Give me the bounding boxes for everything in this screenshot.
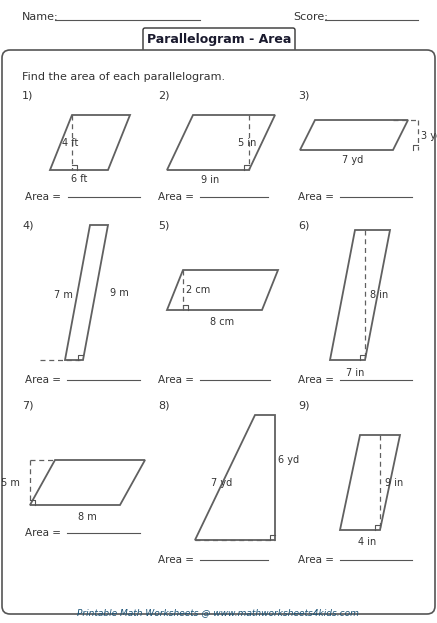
Text: 8): 8) [158, 400, 170, 410]
Text: 5 in: 5 in [238, 138, 257, 148]
Text: 3): 3) [298, 90, 309, 100]
Text: 2): 2) [158, 90, 170, 100]
Text: Area =: Area = [298, 555, 337, 565]
Text: Area =: Area = [25, 375, 64, 385]
Text: 6): 6) [298, 220, 309, 230]
Text: 3 yd: 3 yd [421, 131, 437, 141]
Text: 6 ft: 6 ft [71, 174, 87, 184]
Text: 9 in: 9 in [201, 175, 219, 185]
Text: 7): 7) [22, 400, 34, 410]
Text: 4): 4) [22, 220, 34, 230]
Text: Area =: Area = [25, 528, 64, 538]
Text: Area =: Area = [25, 192, 64, 202]
FancyBboxPatch shape [143, 28, 295, 52]
FancyBboxPatch shape [2, 50, 435, 614]
Text: Area =: Area = [298, 192, 337, 202]
Text: 9 in: 9 in [385, 478, 403, 488]
Text: 5): 5) [158, 220, 170, 230]
Text: 7 m: 7 m [54, 290, 73, 300]
Text: Printable Math Worksheets @ www.mathworksheets4kids.com: Printable Math Worksheets @ www.mathwork… [77, 608, 359, 617]
Text: Find the area of each parallelogram.: Find the area of each parallelogram. [22, 72, 225, 82]
Text: 6 yd: 6 yd [278, 455, 299, 465]
Text: 2 cm: 2 cm [186, 285, 210, 295]
Text: 1): 1) [22, 90, 33, 100]
Text: Area =: Area = [158, 192, 197, 202]
Text: 8 in: 8 in [370, 290, 388, 300]
Text: 7 yd: 7 yd [212, 478, 232, 488]
Text: 8 m: 8 m [78, 512, 97, 522]
Text: 7 yd: 7 yd [342, 155, 364, 165]
Text: 9 m: 9 m [110, 288, 129, 298]
Text: 5 m: 5 m [1, 478, 20, 488]
Text: 7 in: 7 in [346, 368, 364, 378]
Text: Area =: Area = [158, 555, 197, 565]
Text: Parallelogram - Area: Parallelogram - Area [147, 34, 291, 47]
Text: Name:: Name: [22, 12, 59, 22]
Text: 4 ft: 4 ft [62, 138, 78, 148]
Text: 8 cm: 8 cm [210, 317, 234, 327]
Text: 9): 9) [298, 400, 309, 410]
Text: Score:: Score: [293, 12, 328, 22]
Text: Area =: Area = [298, 375, 337, 385]
Text: Area =: Area = [158, 375, 197, 385]
Text: 4 in: 4 in [358, 537, 376, 547]
